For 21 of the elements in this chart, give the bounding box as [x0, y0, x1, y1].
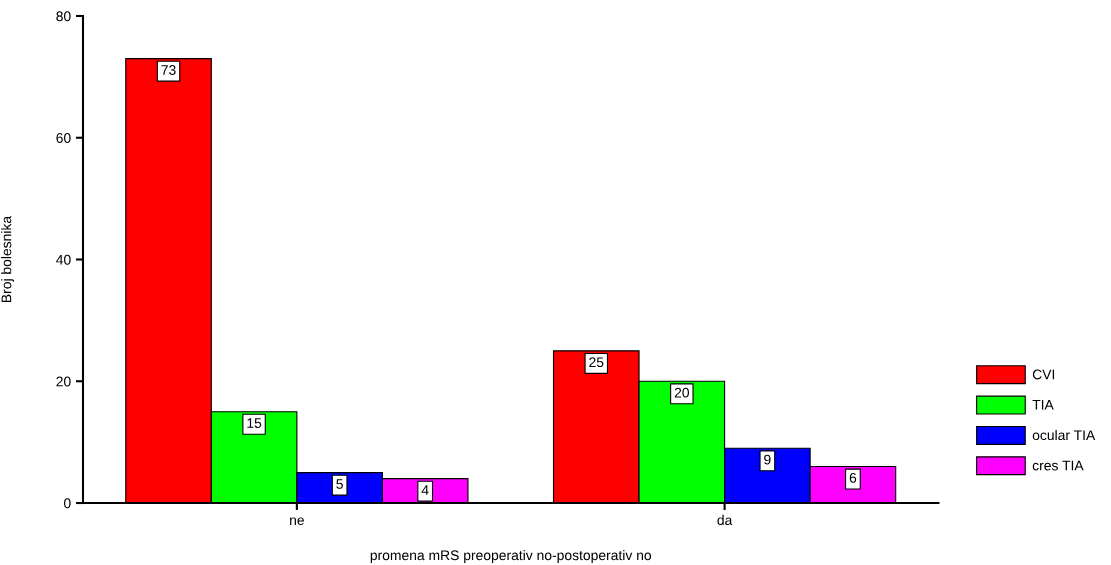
- y-tick-label: 0: [64, 498, 71, 509]
- data-label: 20: [674, 387, 689, 398]
- legend-label: cres TIA: [1032, 460, 1084, 471]
- y-tick-label: 80: [56, 11, 71, 22]
- legend-label: CVI: [1032, 369, 1055, 380]
- data-label: 4: [421, 485, 429, 495]
- data-label: 9: [764, 454, 771, 465]
- data-label: 15: [247, 418, 262, 428]
- data-label: 5: [336, 479, 343, 489]
- y-tick-label: 60: [56, 133, 71, 143]
- y-tick-label: 40: [56, 254, 71, 265]
- x-tick-label: ne: [290, 517, 304, 526]
- y-axis-title: Broj bolesnika: [1, 215, 15, 302]
- legend-label: ocular TIA: [1032, 429, 1096, 441]
- legend-label: TIA: [1032, 400, 1054, 410]
- x-tick-label: da: [717, 514, 733, 526]
- data-label: 25: [589, 357, 604, 368]
- x-axis-title: promena mRS preoperativ no-postoperativ no: [370, 549, 652, 563]
- y-tick-label: 20: [56, 376, 71, 387]
- data-label: 6: [849, 472, 857, 483]
- data-label: 73: [161, 65, 176, 75]
